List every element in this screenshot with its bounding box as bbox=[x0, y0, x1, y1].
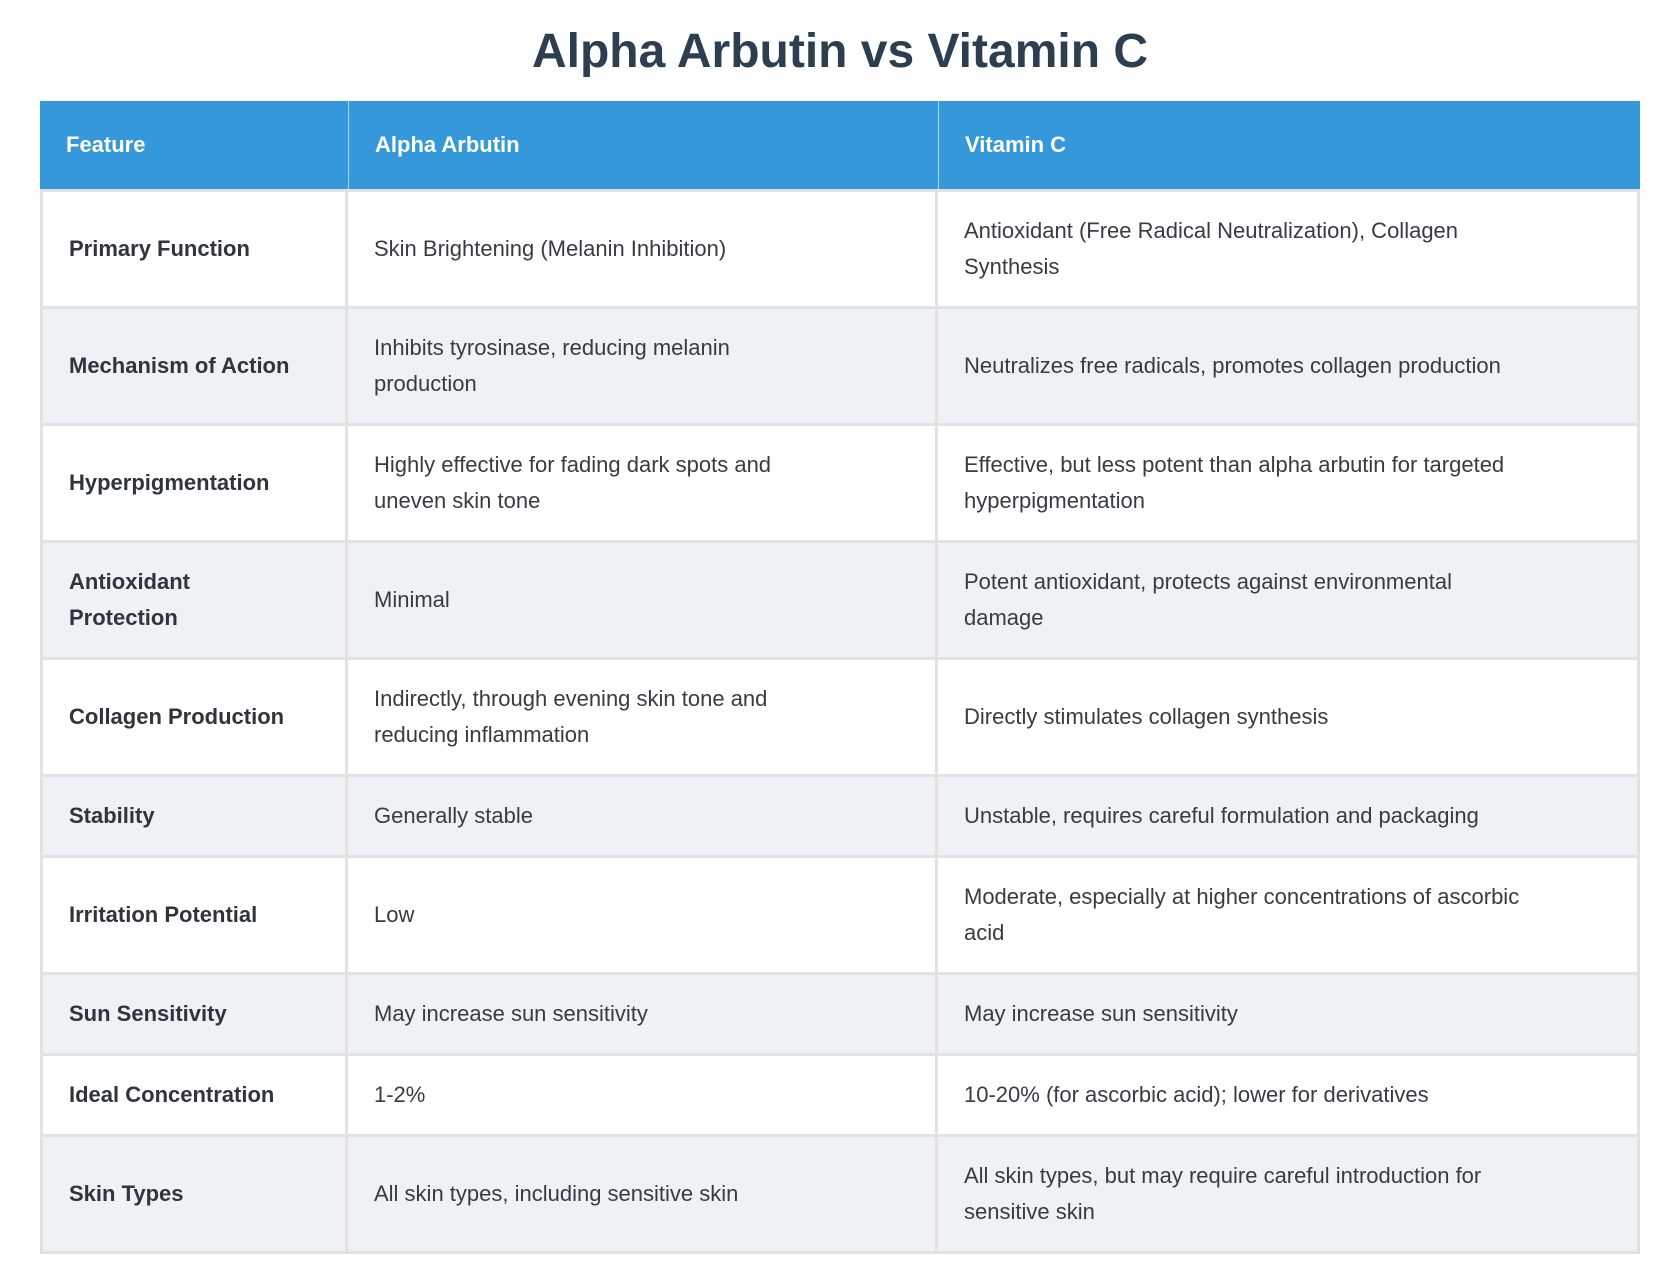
feature-cell: Primary Function bbox=[40, 189, 348, 310]
feature-cell: Collagen Production bbox=[40, 660, 348, 778]
table-body: Primary Function Skin Brightening (Melani… bbox=[40, 189, 1640, 1255]
page-title: Alpha Arbutin vs Vitamin C bbox=[531, 25, 1149, 78]
vitamin-c-cell: May increase sun sensitivity bbox=[938, 975, 1640, 1057]
table-row: Primary Function Skin Brightening (Melani… bbox=[40, 189, 1640, 310]
table-row: Antioxidant Protection Minimal Potent anti… bbox=[40, 543, 1640, 661]
table-row: Ideal Concentration 1-2% 10-20% (for ascor… bbox=[40, 1056, 1640, 1138]
feature-cell: Stability bbox=[40, 777, 348, 859]
table-header: Feature Alpha Arbutin Vitamin C bbox=[40, 101, 1640, 190]
table-row: Hyperpigmentation Highly effective for fa… bbox=[40, 426, 1640, 544]
table-row: Skin Types All skin types, including sens… bbox=[40, 1137, 1640, 1255]
vitamin-c-cell: 10-20% (for ascorbic acid); lower for de… bbox=[938, 1056, 1640, 1138]
table-row: Collagen Production Indirectly, through e… bbox=[40, 660, 1640, 778]
vitamin-c-cell: All skin types, but may require careful … bbox=[938, 1137, 1640, 1255]
vitamin-c-cell: Unstable, requires careful formulation a… bbox=[938, 777, 1640, 859]
feature-cell: Ideal Concentration bbox=[40, 1056, 348, 1138]
feature-cell: Skin Types bbox=[40, 1137, 348, 1255]
feature-cell: Mechanism of Action bbox=[40, 309, 348, 427]
column-header-vitamin-c: Vitamin C bbox=[938, 101, 1640, 190]
alpha-arbutin-cell: Skin Brightening (Melanin Inhibition) bbox=[348, 189, 938, 310]
alpha-arbutin-cell: Low bbox=[348, 858, 938, 976]
feature-cell: Irritation Potential bbox=[40, 858, 348, 976]
feature-cell: Antioxidant Protection bbox=[40, 543, 348, 661]
column-header-alpha-arbutin: Alpha Arbutin bbox=[348, 101, 938, 190]
vitamin-c-cell: Antioxidant (Free Radical Neutralization… bbox=[938, 189, 1640, 310]
vitamin-c-cell: Moderate, especially at higher concentra… bbox=[938, 858, 1640, 976]
vitamin-c-cell: Effective, but less potent than alpha ar… bbox=[938, 426, 1640, 544]
column-header-feature: Feature bbox=[40, 101, 348, 190]
table-row: Mechanism of Action Inhibits tyrosinase, … bbox=[40, 309, 1640, 427]
alpha-arbutin-cell: Minimal bbox=[348, 543, 938, 661]
table-row: Stability Generally stable Unstable, requi… bbox=[40, 777, 1640, 859]
vitamin-c-cell: Directly stimulates collagen synthesis bbox=[938, 660, 1640, 778]
alpha-arbutin-cell: Inhibits tyrosinase, reducing melanin pr… bbox=[348, 309, 938, 427]
header-row: Feature Alpha Arbutin Vitamin C bbox=[40, 101, 1640, 190]
alpha-arbutin-cell: All skin types, including sensitive skin bbox=[348, 1137, 938, 1255]
alpha-arbutin-cell: 1-2% bbox=[348, 1056, 938, 1138]
table-row: Irritation Potential Low Moderate, especia… bbox=[40, 858, 1640, 976]
table-row: Sun Sensitivity May increase sun sensitiv… bbox=[40, 975, 1640, 1057]
alpha-arbutin-cell: Generally stable bbox=[348, 777, 938, 859]
comparison-table: Feature Alpha Arbutin Vitamin C Primary … bbox=[40, 101, 1640, 1255]
feature-cell: Sun Sensitivity bbox=[40, 975, 348, 1057]
vitamin-c-cell: Potent antioxidant, protects against env… bbox=[938, 543, 1640, 661]
vitamin-c-cell: Neutralizes free radicals, promotes coll… bbox=[938, 309, 1640, 427]
alpha-arbutin-cell: Indirectly, through evening skin tone an… bbox=[348, 660, 938, 778]
feature-cell: Hyperpigmentation bbox=[40, 426, 348, 544]
alpha-arbutin-cell: Highly effective for fading dark spots a… bbox=[348, 426, 938, 544]
alpha-arbutin-cell: May increase sun sensitivity bbox=[348, 975, 938, 1057]
